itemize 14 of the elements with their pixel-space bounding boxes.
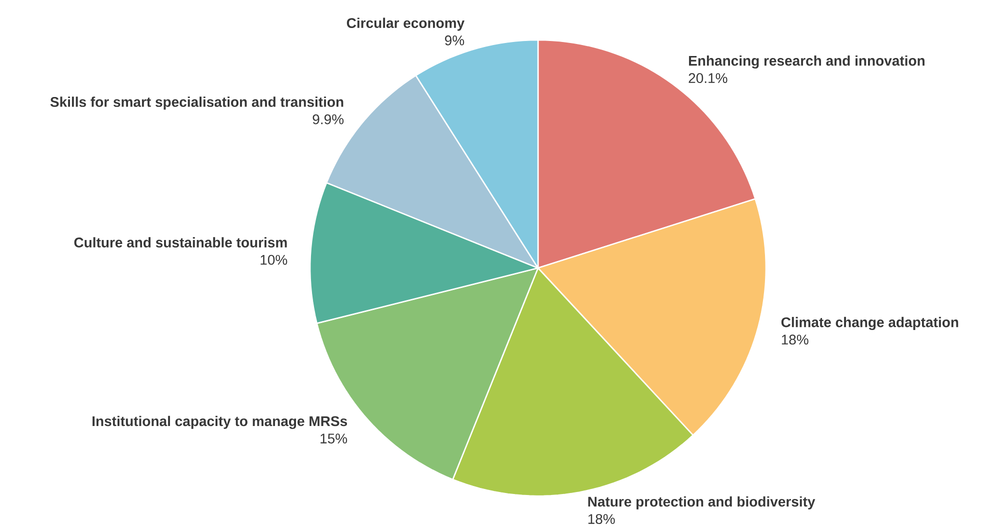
slice-label: Enhancing research and innovation [689,55,924,69]
slice-label: Institutional capacity to manage MRSs [92,416,347,429]
data-label: 15% [320,434,348,444]
data-label: 9.9% [312,114,344,124]
data-label: 9% [445,35,464,46]
slice-label: Circular economy [346,18,464,31]
slice-label: Climate change adaptation [781,316,958,330]
slice-label: Skills for smart specialisation and transition [50,96,344,110]
slice-label: Culture and sustainable tourism [74,237,287,248]
data-label: 20.1% [688,73,728,84]
data-label: 10% [260,254,288,265]
data-label: 18% [588,514,615,524]
data-label: 18% [782,334,808,345]
slice-label: Nature protection and biodiversity [588,496,816,510]
